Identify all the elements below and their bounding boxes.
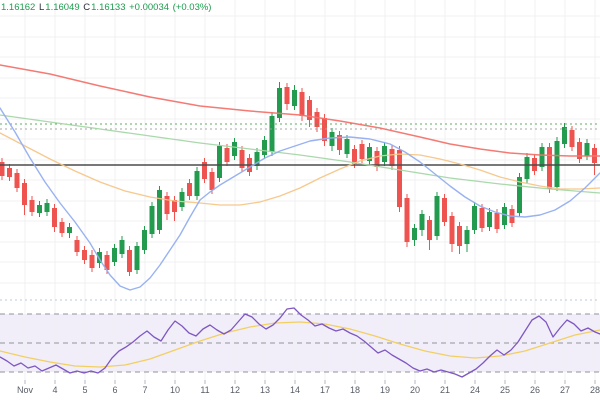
close-label: C (83, 2, 91, 13)
svg-text:25: 25 (500, 385, 510, 395)
candles-layer (0, 82, 597, 276)
ma-blue-fast (0, 107, 600, 291)
svg-text:19: 19 (380, 385, 390, 395)
ohlc-legend: 1.16162 L1.16049 C1.16133 +0.00034 (+0.0… (1, 2, 212, 13)
change-value: +0.00034 (129, 2, 170, 13)
svg-text:6: 6 (112, 385, 117, 395)
svg-text:21: 21 (440, 385, 450, 395)
svg-text:11: 11 (200, 385, 209, 395)
svg-text:13: 13 (260, 385, 270, 395)
svg-text:27: 27 (560, 385, 570, 395)
svg-text:17: 17 (320, 385, 330, 395)
svg-text:12: 12 (230, 385, 240, 395)
svg-text:18: 18 (350, 385, 360, 395)
x-axis: Nov 4 5 6 7 10 11 12 13 14 17 18 19 20 21 24 25 26 27 28 (17, 380, 600, 395)
ma-green-long (0, 114, 600, 194)
svg-text:14: 14 (290, 385, 300, 395)
svg-text:26: 26 (530, 385, 540, 395)
svg-text:10: 10 (170, 385, 180, 395)
svg-text:20: 20 (410, 385, 420, 395)
low-label: L (38, 2, 45, 13)
svg-text:24: 24 (470, 385, 480, 395)
close-value: 1.16133 (91, 2, 126, 13)
high-value: 1.16162 (1, 2, 36, 13)
svg-text:5: 5 (82, 385, 87, 395)
ma-red-slow (0, 64, 600, 157)
svg-text:28: 28 (590, 385, 600, 395)
low-value: 1.16049 (45, 2, 80, 13)
rsi-lines (0, 307, 600, 378)
svg-text:4: 4 (52, 385, 57, 395)
svg-text:7: 7 (142, 385, 147, 395)
change-percent: (+0.03%) (172, 2, 212, 13)
ma-orange-mid (0, 132, 600, 206)
svg-text:Nov: Nov (17, 385, 34, 395)
